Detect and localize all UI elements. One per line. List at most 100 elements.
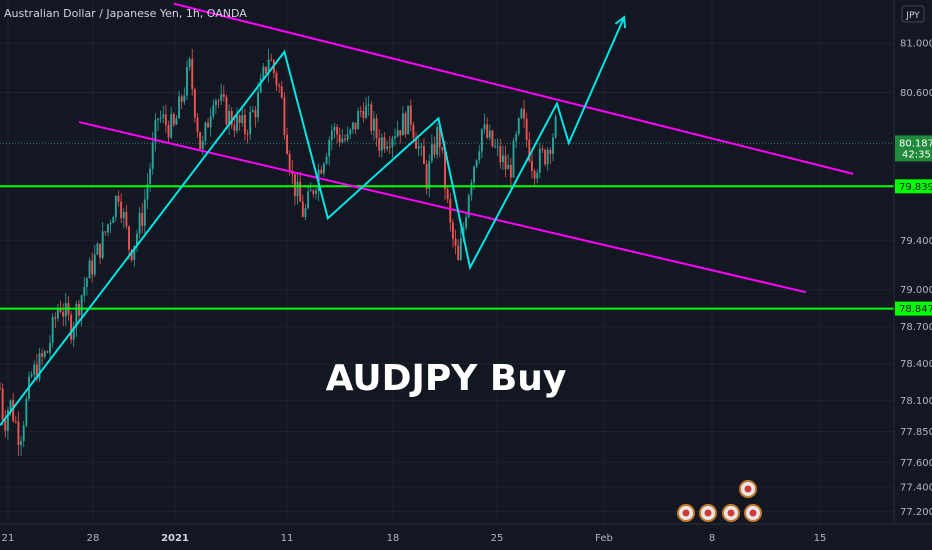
candle-body bbox=[415, 137, 418, 149]
level-price-label: 78.847 bbox=[899, 304, 932, 315]
candle-body bbox=[212, 105, 215, 117]
x-tick-label: 18 bbox=[387, 533, 400, 544]
candle-body bbox=[56, 308, 59, 319]
candle-body bbox=[459, 238, 462, 261]
y-tick-label: 78.400 bbox=[900, 359, 932, 370]
x-tick-label: 15 bbox=[814, 533, 827, 544]
candle-body bbox=[217, 100, 220, 102]
candle-body bbox=[154, 120, 157, 143]
candle-body bbox=[293, 174, 296, 197]
candle-body bbox=[104, 231, 107, 233]
candle-body bbox=[204, 122, 207, 141]
candle-body bbox=[320, 169, 323, 174]
candle-body bbox=[338, 134, 341, 143]
candle-body bbox=[225, 96, 228, 125]
split-icon-dot bbox=[727, 509, 735, 517]
candle-body bbox=[380, 137, 383, 151]
candle-body bbox=[407, 105, 410, 135]
candle-body bbox=[270, 59, 273, 61]
candle-body bbox=[409, 105, 412, 125]
candle-body bbox=[357, 111, 360, 130]
candle-body bbox=[199, 132, 202, 150]
y-tick-label: 79.400 bbox=[900, 236, 932, 247]
candle-body bbox=[322, 163, 325, 174]
candle-body bbox=[99, 243, 102, 258]
candle-body bbox=[430, 144, 433, 161]
zigzag-projection[interactable] bbox=[0, 16, 626, 426]
x-tick-label: Feb bbox=[595, 533, 613, 544]
candle-body bbox=[359, 111, 362, 113]
candle-body bbox=[241, 114, 244, 124]
countdown-label: 42:35 bbox=[902, 149, 931, 160]
candle-body bbox=[438, 126, 441, 148]
candle-body bbox=[49, 342, 51, 353]
candle-body bbox=[191, 58, 194, 90]
candle-body bbox=[370, 104, 373, 131]
y-tick-label: 78.100 bbox=[900, 396, 932, 407]
candle-body bbox=[243, 114, 246, 134]
dividend-icon[interactable] bbox=[699, 504, 717, 522]
candle-body bbox=[346, 134, 349, 140]
candle-body bbox=[196, 117, 199, 133]
candle-body bbox=[446, 189, 449, 200]
candle-body bbox=[525, 118, 528, 140]
candle-body bbox=[70, 314, 73, 340]
candle-body bbox=[78, 303, 80, 316]
candle-body bbox=[386, 146, 389, 149]
candle-body bbox=[259, 78, 262, 93]
candle-body bbox=[107, 224, 109, 233]
candle-body bbox=[257, 92, 260, 118]
candle-body bbox=[544, 149, 547, 165]
earnings-icon-dot bbox=[682, 509, 690, 517]
channel-lower-line[interactable] bbox=[78, 121, 807, 294]
candle-body bbox=[467, 195, 470, 218]
candle-body bbox=[546, 150, 549, 165]
candle-body bbox=[83, 286, 86, 296]
y-tick-label: 77.850 bbox=[900, 427, 932, 438]
candle-body bbox=[457, 245, 460, 261]
level-price-tag bbox=[895, 301, 932, 316]
candle-body bbox=[375, 118, 378, 138]
candle-body bbox=[401, 113, 404, 136]
candle-body bbox=[449, 199, 452, 223]
candle-body bbox=[75, 303, 78, 327]
candle-body bbox=[183, 95, 186, 102]
time-axis: 21 28 2021 11 18 25 Feb 8 15 bbox=[2, 533, 827, 544]
candle-body bbox=[54, 317, 57, 319]
candle-body bbox=[496, 146, 499, 148]
level-price-tag bbox=[895, 179, 932, 194]
annotation-text[interactable]: AUDJPY Buy bbox=[326, 358, 567, 399]
news-icon[interactable] bbox=[744, 504, 762, 522]
split-icon[interactable] bbox=[722, 504, 740, 522]
candle-body bbox=[222, 94, 225, 97]
currency-button[interactable]: JPY bbox=[901, 5, 925, 23]
candle-body bbox=[372, 118, 375, 131]
candle-body bbox=[441, 147, 444, 151]
x-tick-label: 8 bbox=[709, 533, 715, 544]
candle-body bbox=[333, 126, 336, 131]
candle-body bbox=[528, 139, 531, 161]
chart-title: Australian Dollar / Japanese Yen, 1h, OA… bbox=[4, 7, 247, 20]
y-tick-label: 77.200 bbox=[900, 507, 932, 518]
candle-body bbox=[388, 146, 391, 148]
y-tick-label: 77.400 bbox=[900, 483, 932, 494]
channel-upper-line[interactable] bbox=[173, 2, 854, 175]
candle-body bbox=[62, 311, 65, 317]
candle-body bbox=[354, 122, 357, 130]
candle-body bbox=[112, 217, 115, 224]
candle-body bbox=[307, 191, 310, 209]
candle-body bbox=[230, 111, 233, 126]
candle-body bbox=[283, 97, 286, 135]
candle-body bbox=[51, 317, 54, 343]
candle-body bbox=[157, 118, 159, 121]
flag-icon[interactable] bbox=[739, 480, 757, 498]
candle-body bbox=[149, 168, 152, 185]
candle-body bbox=[499, 146, 502, 163]
earnings-icon[interactable] bbox=[677, 504, 695, 522]
candle-body bbox=[325, 156, 328, 164]
event-icons bbox=[677, 480, 762, 522]
candle-body bbox=[43, 351, 46, 357]
candle-body bbox=[96, 243, 99, 255]
